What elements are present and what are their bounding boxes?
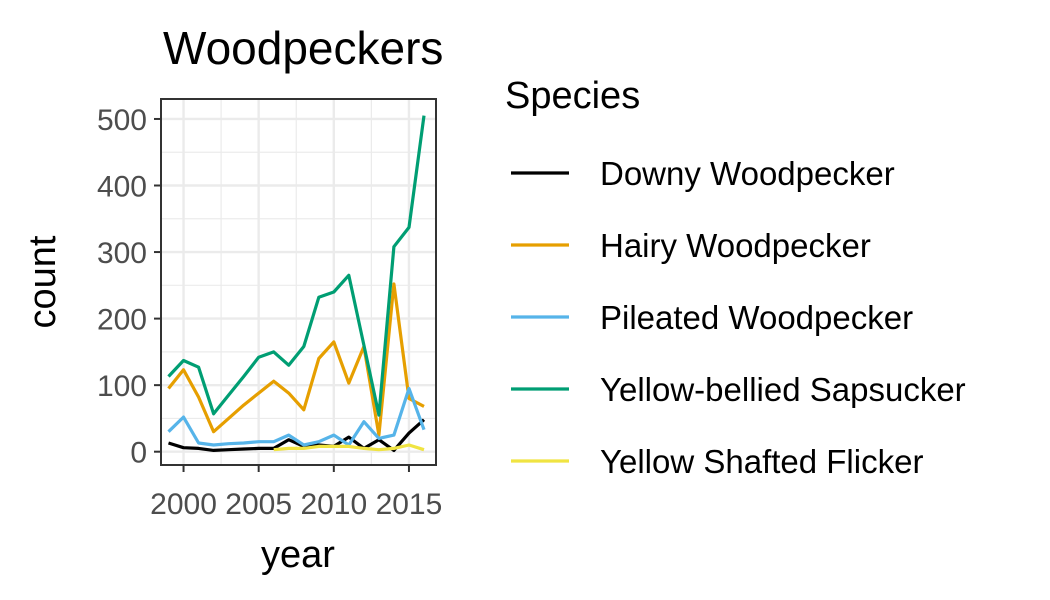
- x-tick-label: 2010: [300, 488, 367, 521]
- series-line-pileated-woodpecker: [167, 386, 426, 447]
- x-tick-label: 2000: [150, 488, 217, 521]
- series-line-yellow-bellied-sapsucker: [167, 115, 426, 417]
- y-tick-label: 300: [97, 237, 147, 270]
- legend-label: Hairy Woodpecker: [600, 227, 871, 264]
- y-axis-title: count: [22, 235, 64, 328]
- y-tick-label: 100: [97, 370, 147, 403]
- plot-background: [161, 99, 436, 465]
- legend: Species Downy Woodpecker Hairy Woodpecker…: [505, 75, 966, 480]
- y-tick-label: 200: [97, 304, 147, 337]
- series-lines: [167, 115, 426, 452]
- x-axis-title: year: [261, 534, 335, 576]
- axis-ticks: 0 100 200 300 400 500 2000 2005 2010 2015: [97, 104, 442, 521]
- x-tick-label: 2015: [376, 488, 443, 521]
- legend-title: Species: [505, 75, 640, 117]
- chart-title: Woodpeckers: [163, 22, 443, 74]
- x-tick-label: 2005: [225, 488, 292, 521]
- series-line-hairy-woodpecker: [167, 282, 425, 437]
- series-line-downy-woodpecker: [168, 418, 426, 452]
- y-tick-label: 400: [97, 171, 147, 204]
- grid-lines: [161, 99, 436, 465]
- legend-label: Yellow Shafted Flicker: [600, 443, 923, 480]
- legend-label: Yellow-bellied Sapsucker: [600, 371, 966, 408]
- plot-panel: [160, 98, 437, 466]
- legend-label: Pileated Woodpecker: [600, 299, 913, 336]
- y-tick-label: 500: [97, 104, 147, 137]
- series-line-yellow-shafted-flicker: [273, 443, 425, 452]
- legend-label: Downy Woodpecker: [600, 155, 895, 192]
- legend-items: Downy Woodpecker Hairy Woodpecker Pileated…: [511, 155, 966, 480]
- y-tick-label: 0: [130, 437, 147, 470]
- plot-border: [160, 98, 437, 466]
